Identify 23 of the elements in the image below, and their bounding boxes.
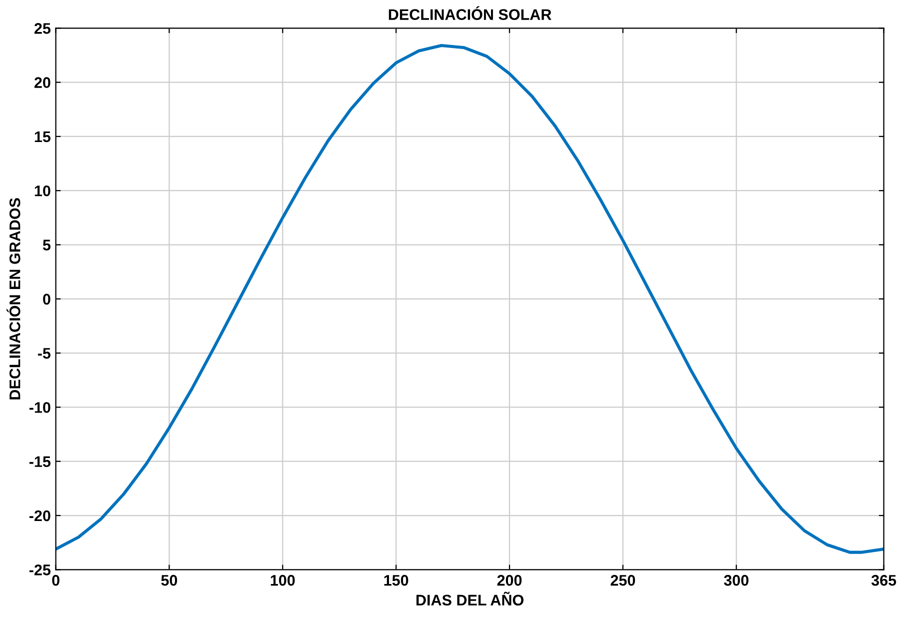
x-tick-label: 300	[724, 574, 748, 586]
x-tick-label: 200	[497, 574, 522, 586]
y-tick-label: 20	[34, 77, 50, 88]
y-tick-label: -25	[29, 564, 51, 576]
y-axis-title: DECLINACIÓN EN GRADOS	[6, 198, 20, 400]
line-series	[56, 44, 884, 554]
x-tick-label: 100	[270, 574, 295, 586]
y-tick-label: 5	[42, 240, 51, 250]
y-tick-label: -15	[29, 456, 51, 468]
y-tick-label: 10	[34, 185, 50, 196]
y-tick-label: -5	[38, 348, 51, 359]
y-tick-label: -20	[29, 510, 50, 522]
y-tick-label: 15	[34, 131, 51, 142]
x-tick-label: 250	[610, 574, 636, 586]
x-tick-label: 150	[384, 574, 408, 586]
chart-title: DECLINACIÓN SOLAR	[388, 6, 552, 20]
x-tick-label: 365	[871, 574, 896, 586]
x-tick-label: 0	[52, 574, 60, 586]
y-tick-label: 0	[43, 294, 50, 305]
y-tick-label: -10	[29, 402, 50, 413]
x-tick-label: 50	[161, 574, 178, 586]
x-axis-title: DIAS DEL AÑO	[416, 592, 524, 606]
y-tick-label: 25	[34, 23, 51, 34]
